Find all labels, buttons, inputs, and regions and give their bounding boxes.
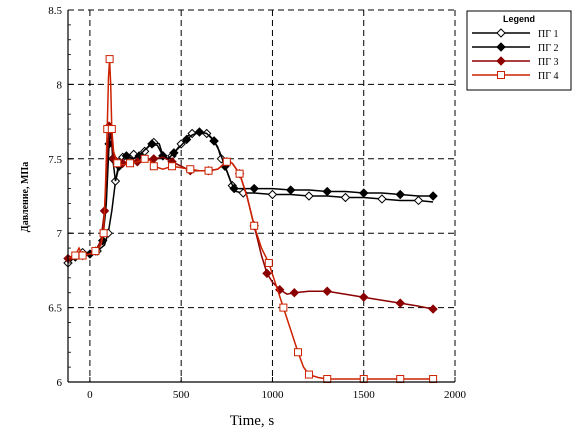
y-tick-label: 7 [57,228,63,240]
legend-item: ПГ 2 [472,42,559,54]
data-point [147,139,157,149]
y-axis-title: Давление, МПа [20,162,31,232]
data-point [267,189,278,200]
y-ticks: 6 6.5 7 7.5 8 8.5 [48,5,73,389]
data-point [71,251,80,260]
x-tick-label: 0 [87,389,93,401]
x-ticks: 0 500 1000 1500 2000 [87,377,467,401]
data-point [377,194,387,204]
data-point [286,185,296,195]
data-point [181,134,192,145]
legend-label: ПГ 2 [538,43,559,54]
x-tick-label: 2000 [444,389,467,401]
data-point [428,191,438,201]
legend-item: ПГ 4 [472,71,559,82]
data-point [359,188,369,198]
data-point [204,166,213,175]
data-point [149,162,158,171]
legend: Legend ПГ 1 ПГ 2 ПГ 3 ПГ 4 [466,10,572,91]
data-point [496,42,506,52]
x-tick-label: 1500 [353,389,376,401]
data-point [294,348,303,357]
legend-label: ПГ 4 [538,71,559,82]
data-point [229,183,239,194]
data-point [113,159,122,168]
data-point [496,56,506,66]
series-4 [67,55,438,384]
axes [67,10,455,383]
x-tick-label: 1000 [261,389,284,401]
data-point [105,55,114,64]
y-tick-label: 6.5 [48,303,62,315]
data-point [222,157,231,166]
data-point [304,370,313,379]
data-point [304,191,314,201]
legend-item: ПГ 1 [472,28,559,40]
data-point [168,162,177,171]
data-point [413,195,424,206]
legend-box [466,10,572,91]
series-layer [63,55,438,384]
data-point [496,28,506,38]
data-point [428,304,438,314]
x-tick-label: 500 [173,389,190,401]
legend-title: Legend [503,14,535,24]
data-point [235,169,244,178]
data-point [249,183,259,194]
legend-label: ПГ 3 [538,57,559,68]
y-tick-label: 8.5 [48,5,62,17]
data-point [262,268,272,279]
data-point [169,148,179,158]
data-point [250,221,259,230]
data-point [99,229,108,238]
x-axis-title: Time, s [230,413,275,429]
data-point [209,136,219,146]
data-point [497,71,505,79]
y-tick-label: 6 [57,377,63,389]
legend-item: ПГ 3 [472,56,559,68]
data-point [289,288,300,298]
data-point [340,192,351,203]
data-point [78,251,87,260]
data-point [107,125,116,134]
data-point [395,298,405,308]
data-point [140,154,149,163]
data-point [279,303,288,312]
legend-items: ПГ 1 ПГ 2 ПГ 3 ПГ 4 [472,28,559,82]
data-point [126,159,135,168]
data-point [395,189,405,200]
data-point [186,165,195,174]
y-tick-label: 7.5 [48,154,62,166]
data-point [359,292,369,302]
data-point [264,258,273,267]
data-point [322,286,332,296]
y-tick-label: 8 [57,79,63,91]
legend-label: ПГ 1 [538,29,559,40]
data-point [91,247,100,256]
data-point [187,128,197,139]
data-point [322,186,332,197]
data-point [194,127,205,137]
